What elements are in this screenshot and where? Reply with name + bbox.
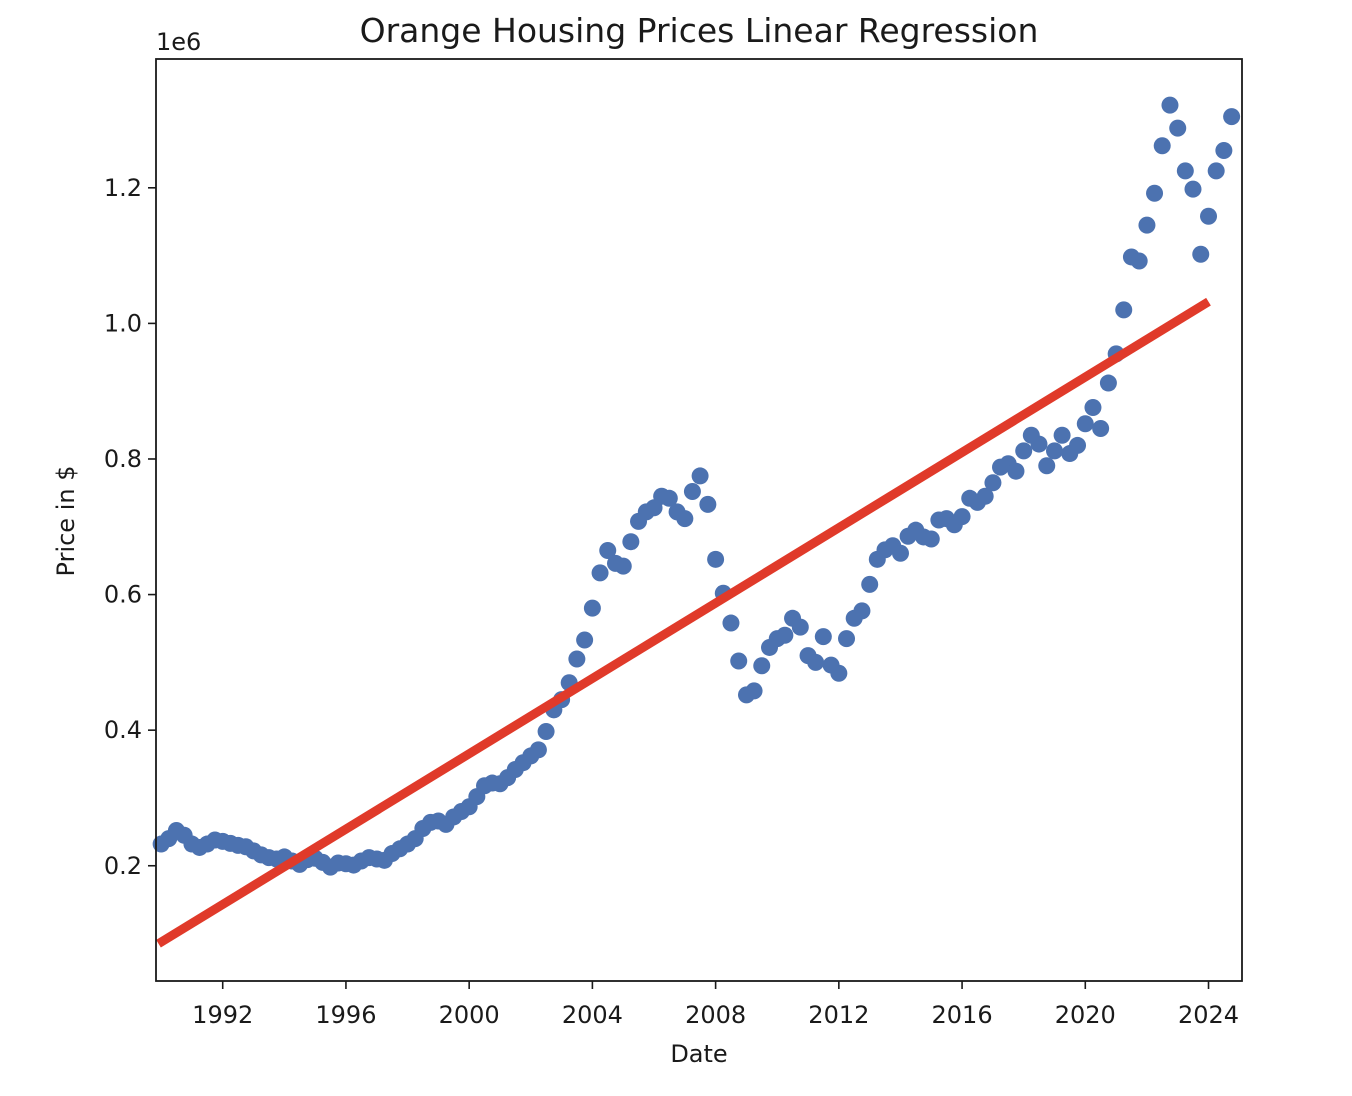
data-point [1207,162,1225,180]
data-point [529,741,547,759]
data-point [1184,180,1202,198]
data-point [583,599,601,617]
data-point [1223,108,1241,126]
data-point [1153,137,1171,155]
x-tick-label: 1996 [315,1001,376,1029]
data-point [707,550,725,568]
data-point [1053,426,1071,444]
data-point [1007,462,1025,480]
data-point [1169,119,1187,137]
data-point [576,631,594,649]
data-point [1146,184,1164,202]
data-point [699,495,717,513]
data-point [853,602,871,620]
x-tick-label: 2020 [1055,1001,1116,1029]
y-tick-label: 0.8 [104,445,142,473]
data-point [830,664,848,682]
data-point [622,533,640,551]
x-tick-label: 2012 [808,1001,869,1029]
data-point [814,628,832,646]
data-point [953,508,971,526]
data-point [745,682,763,700]
data-point [1176,162,1194,180]
y-tick-label: 0.6 [104,581,142,609]
y-axis-label: Price in $ [52,466,80,577]
data-point [568,650,586,668]
y-axis-offset-label: 1e6 [156,28,201,56]
y-tick-label: 0.4 [104,716,142,744]
plot-frame [155,58,1243,982]
data-point [591,564,609,582]
data-point [861,575,879,593]
data-point [537,723,555,741]
regression-line [156,297,1211,948]
data-point [722,614,740,632]
data-point [976,487,994,505]
data-point [922,530,940,548]
scatter-points [152,96,1241,876]
y-tick-label: 1.2 [104,174,142,202]
data-point [1115,301,1133,319]
x-tick-label: 2004 [562,1001,623,1029]
data-point [1046,442,1064,460]
regression-line-layer [156,297,1211,948]
data-point [1130,252,1148,270]
data-point [1161,96,1179,114]
data-point [1092,419,1110,437]
chart-title: Orange Housing Prices Linear Regression [360,11,1039,50]
data-point [838,630,856,648]
data-point [1084,398,1102,416]
x-tick-label: 2008 [685,1001,746,1029]
data-point [1038,457,1056,475]
data-point [614,557,632,575]
x-tick-label: 1992 [192,1001,253,1029]
data-point [1138,216,1156,234]
x-tick-label: 2016 [932,1001,993,1029]
data-point [660,489,678,507]
data-point [791,618,809,636]
data-point [807,653,825,671]
x-tick-label: 2024 [1178,1001,1239,1029]
x-axis-label: Date [670,1040,727,1068]
y-tick-label: 1.0 [104,309,142,337]
y-tick-label: 0.2 [104,852,142,880]
data-point [1069,436,1087,454]
data-point [730,652,748,670]
data-point [1030,435,1048,453]
data-point [691,467,709,485]
data-point [1015,442,1033,460]
data-point [599,542,617,560]
data-point [753,657,771,675]
data-point [1215,142,1233,160]
data-point [1192,245,1210,263]
data-point [984,474,1002,492]
data-point [1200,207,1218,225]
data-point [1076,415,1094,433]
axis-ticks: 1992 1996 2000 2004 2008 2012 2016 2020 2024 0.2 0… [104,174,1239,1029]
data-point [683,483,701,501]
data-point [891,544,909,562]
data-point [1099,374,1117,392]
data-point [776,626,794,644]
data-point [676,510,694,528]
x-tick-label: 2000 [439,1001,500,1029]
